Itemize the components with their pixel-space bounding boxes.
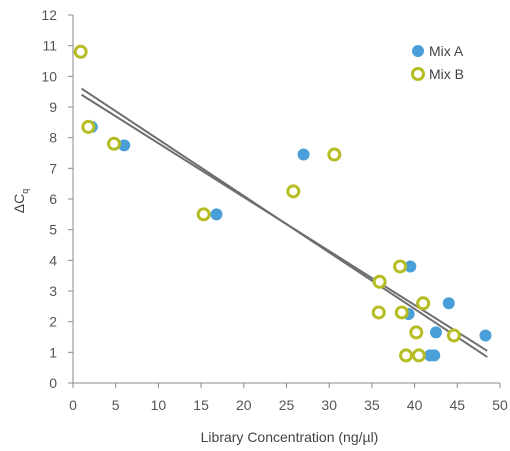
data-points (73, 44, 492, 363)
x-tick-label: 45 (450, 397, 466, 413)
x-tick-label: 15 (193, 397, 209, 413)
data-point-mix-b (416, 296, 431, 311)
legend-label-mix-b: Mix B (429, 66, 464, 82)
y-tick-label: 12 (41, 7, 57, 23)
y-tick-label: 3 (49, 283, 57, 299)
data-point-mix-a (404, 260, 417, 273)
data-point-mix-b (327, 147, 342, 162)
data-point-mix-b (446, 328, 461, 343)
legend-marker-mix-a (412, 45, 424, 57)
legend-marker-mix-b (411, 67, 425, 81)
data-point-mix-a (210, 208, 223, 221)
y-tick-label: 2 (49, 314, 57, 330)
x-tick-label: 40 (407, 397, 423, 413)
data-point-mix-a (442, 297, 455, 310)
x-tick-label: 50 (492, 397, 508, 413)
y-tick-label: 7 (49, 160, 57, 176)
y-tick-label: 1 (49, 344, 57, 360)
data-point-mix-b (409, 325, 424, 340)
y-tick-label: 9 (49, 99, 57, 115)
data-point-mix-a (429, 326, 442, 339)
trendlines (80, 87, 488, 358)
y-tick-label: 6 (49, 191, 57, 207)
x-tick-label: 20 (236, 397, 252, 413)
legend-label-mix-a: Mix A (429, 43, 464, 59)
data-point-mix-a (297, 148, 310, 161)
x-tick-label: 25 (279, 397, 295, 413)
y-axis-title-subscript: q (20, 189, 30, 194)
data-point-mix-b (81, 119, 96, 134)
y-tick-label: 5 (49, 222, 57, 238)
y-tick-label: 10 (41, 68, 57, 84)
x-axis-title: Library Concentration (ng/µl) (201, 429, 379, 445)
data-point-mix-b (399, 348, 414, 363)
y-tick-label: 0 (49, 375, 57, 391)
data-point-mix-a (428, 349, 441, 362)
x-tick-label: 0 (69, 397, 77, 413)
data-point-mix-b (411, 348, 426, 363)
y-tick-label: 4 (49, 252, 57, 268)
x-tick-label: 30 (321, 397, 337, 413)
data-point-mix-b (106, 136, 121, 151)
y-axis-title: ΔCq (11, 189, 30, 213)
trendline-mix-b (80, 87, 488, 358)
data-point-mix-a (479, 329, 492, 342)
data-point-mix-b (393, 259, 408, 274)
x-tick-label: 35 (364, 397, 380, 413)
x-tick-label: 5 (112, 397, 120, 413)
data-point-mix-b (286, 184, 301, 199)
data-point-mix-b (372, 274, 387, 289)
y-tick-label: 11 (42, 38, 57, 54)
legend: Mix A Mix B (411, 43, 464, 82)
x-tick-label: 10 (151, 397, 167, 413)
data-point-mix-b (394, 305, 409, 320)
data-point-mix-b (196, 207, 211, 222)
data-point-mix-b (73, 44, 88, 59)
data-point-mix-a (118, 139, 131, 152)
data-point-mix-b (371, 305, 386, 320)
y-axis-title-base: ΔC (11, 194, 27, 213)
y-tick-label: 8 (49, 130, 57, 146)
